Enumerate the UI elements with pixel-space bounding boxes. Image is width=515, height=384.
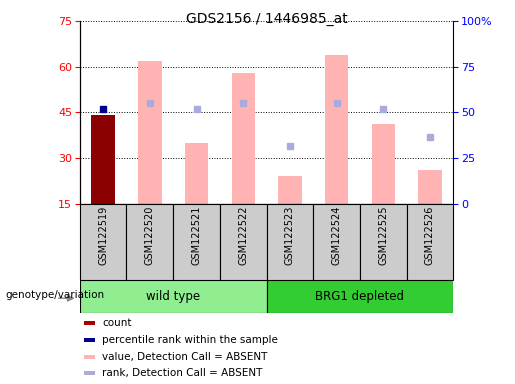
Text: rank, Detection Call = ABSENT: rank, Detection Call = ABSENT — [102, 368, 263, 379]
Bar — [360, 204, 406, 280]
Bar — [138, 61, 162, 204]
Bar — [83, 338, 95, 342]
Bar — [185, 143, 208, 204]
Bar — [83, 371, 95, 376]
Text: GSM122522: GSM122522 — [238, 206, 248, 265]
Bar — [232, 73, 255, 204]
Bar — [80, 280, 267, 313]
Bar — [278, 176, 301, 204]
Text: GSM122521: GSM122521 — [192, 206, 201, 265]
Bar — [83, 321, 95, 325]
Text: GSM122520: GSM122520 — [145, 206, 155, 265]
Bar — [92, 115, 115, 204]
Bar — [83, 355, 95, 359]
Bar — [80, 204, 127, 280]
Bar — [220, 204, 267, 280]
Text: percentile rank within the sample: percentile rank within the sample — [102, 335, 278, 345]
Text: genotype/variation: genotype/variation — [5, 290, 104, 300]
Text: GDS2156 / 1446985_at: GDS2156 / 1446985_at — [185, 12, 348, 25]
Bar — [325, 55, 348, 204]
Bar — [313, 204, 360, 280]
Bar — [371, 124, 395, 204]
Bar — [173, 204, 220, 280]
Text: GSM122519: GSM122519 — [98, 206, 108, 265]
Text: GSM122526: GSM122526 — [425, 206, 435, 265]
Bar — [127, 204, 173, 280]
Text: GSM122524: GSM122524 — [332, 206, 341, 265]
Text: GSM122525: GSM122525 — [378, 206, 388, 265]
Bar — [418, 170, 441, 204]
Text: wild type: wild type — [146, 290, 200, 303]
Text: GSM122523: GSM122523 — [285, 206, 295, 265]
Text: value, Detection Call = ABSENT: value, Detection Call = ABSENT — [102, 352, 268, 362]
Bar — [267, 280, 453, 313]
Bar — [406, 204, 453, 280]
Bar — [267, 204, 313, 280]
Text: BRG1 depleted: BRG1 depleted — [315, 290, 404, 303]
Text: count: count — [102, 318, 132, 328]
